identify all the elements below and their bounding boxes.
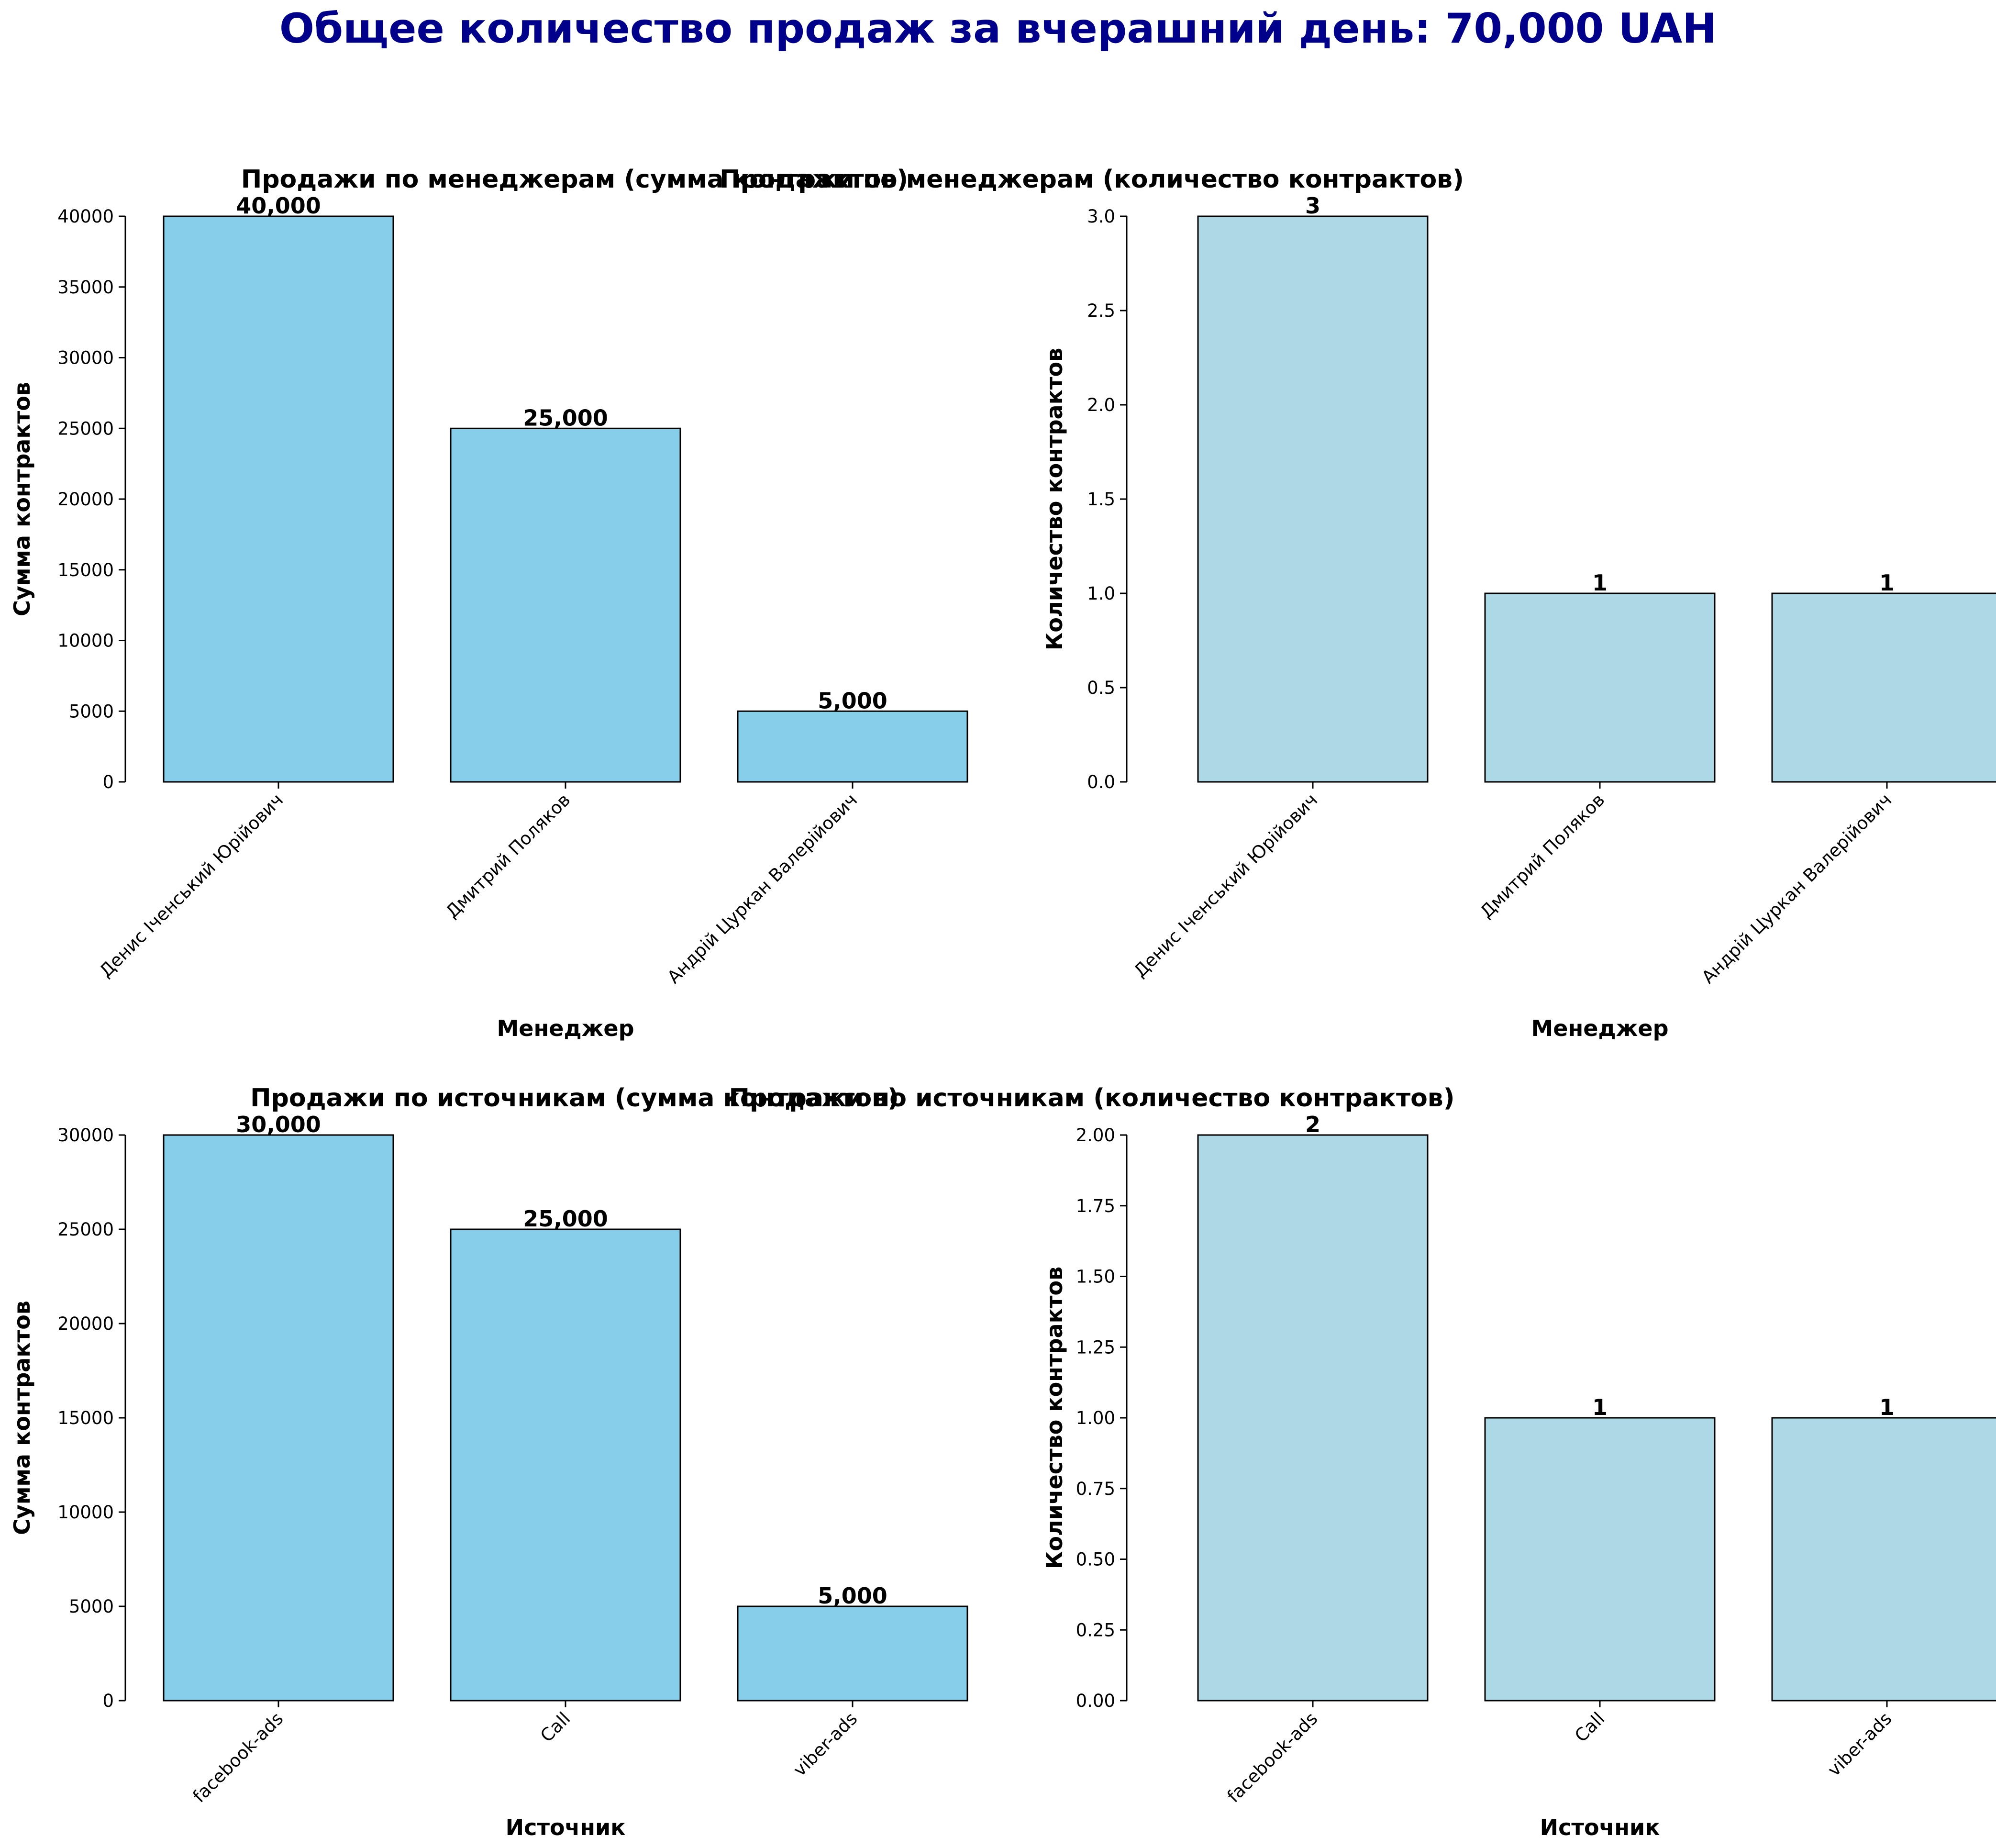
x-tick-label: facebook-ads — [1223, 1708, 1322, 1807]
bar — [737, 710, 968, 783]
x-tick-label: Андрій Цуркан Валерійович — [1697, 790, 1896, 988]
bar-value-label: 25,000 — [523, 1206, 608, 1232]
y-tick-label: 30000 — [57, 1125, 114, 1146]
x-axis-label: Источник — [1540, 1815, 1660, 1840]
bar — [450, 427, 681, 783]
x-tick-label: Дмитрий Поляков — [1476, 790, 1608, 922]
bar — [163, 1134, 394, 1702]
x-axis-label: Менеджер — [497, 1015, 634, 1041]
y-tick-label: 5000 — [69, 701, 114, 722]
x-axis-label: Менеджер — [1531, 1015, 1668, 1041]
y-tick-label: 0.5 — [1087, 678, 1115, 698]
y-tick-label: 25000 — [57, 418, 114, 439]
bar — [1197, 215, 1429, 783]
y-axis-label: Количество контрактов — [1042, 348, 1067, 650]
x-axis-label: Источник — [506, 1815, 626, 1840]
bar-value-label: 40,000 — [236, 193, 321, 219]
y-tick-label: 0 — [102, 1691, 114, 1711]
y-tick-label: 15000 — [57, 560, 114, 580]
x-tick-label: Денис Іченський Юрійович — [95, 790, 287, 981]
y-tick-label: 15000 — [57, 1408, 114, 1428]
bar-value-label: 5,000 — [818, 688, 887, 713]
bar — [163, 215, 394, 783]
x-tick-label: Call — [536, 1708, 574, 1746]
bar-value-label: 1 — [1879, 1394, 1895, 1420]
x-tick-label: Дмитрий Поляков — [442, 790, 574, 922]
chart-title: Продажи по источникам (сумма контрактов) — [250, 1084, 899, 1113]
y-tick-label: 2.00 — [1076, 1125, 1115, 1146]
y-tick-label: 1.50 — [1076, 1267, 1115, 1287]
y-axis-label: Сумма контрактов — [9, 1301, 35, 1535]
chart-title: Продажи по менеджерам (сумма контрактов) — [241, 165, 908, 194]
bar-value-label: 1 — [1879, 570, 1895, 596]
y-tick-label: 1.25 — [1076, 1337, 1115, 1358]
bar-value-label: 5,000 — [818, 1583, 887, 1609]
y-tick-label: 0.00 — [1076, 1691, 1115, 1711]
y-tick-label: 0.75 — [1076, 1479, 1115, 1499]
bar — [1484, 1417, 1716, 1702]
figure-title: Общее количество продаж за вчерашний ден… — [279, 5, 1717, 53]
y-tick-label: 2.0 — [1087, 395, 1115, 415]
y-axis-label: Сумма контрактов — [9, 382, 35, 616]
bar-value-label: 1 — [1592, 570, 1608, 596]
y-tick-label: 3.0 — [1087, 206, 1115, 227]
chart-title: Продажи по источникам (количество контра… — [729, 1084, 1455, 1113]
bar-value-label: 25,000 — [523, 405, 608, 431]
y-tick-label: 5000 — [69, 1596, 114, 1617]
chart-panel-4: Продажи по источникам (количество контра… — [729, 1084, 1996, 1840]
chart-title: Продажи по менеджерам (количество контра… — [720, 165, 1464, 194]
x-tick-label: facebook-ads — [189, 1708, 288, 1807]
x-tick-label: Денис Іченський Юрійович — [1130, 790, 1321, 981]
y-tick-label: 30000 — [57, 348, 114, 368]
y-tick-label: 0 — [102, 772, 114, 792]
bar-value-label: 30,000 — [236, 1112, 321, 1137]
y-tick-label: 35000 — [57, 277, 114, 298]
chart-panel-1: Продажи по менеджерам (сумма контрактов)… — [9, 165, 968, 1041]
bar — [1197, 1134, 1429, 1702]
y-tick-label: 1.0 — [1087, 583, 1115, 604]
bar — [1771, 592, 1996, 783]
x-tick-label: Call — [1571, 1708, 1608, 1746]
bar — [1771, 1417, 1996, 1702]
bar-value-label: 1 — [1592, 1394, 1608, 1420]
bar — [450, 1228, 681, 1702]
bar — [737, 1605, 968, 1702]
x-tick-label: viber-ads — [1824, 1708, 1896, 1781]
y-tick-label: 1.00 — [1076, 1408, 1115, 1428]
y-tick-label: 0.50 — [1076, 1549, 1115, 1570]
y-axis-label: Количество контрактов — [1042, 1267, 1067, 1569]
bar-value-label: 2 — [1305, 1112, 1320, 1137]
chart-panel-2: Продажи по менеджерам (количество контра… — [720, 165, 1996, 1041]
x-tick-label: viber-ads — [789, 1708, 862, 1781]
y-tick-label: 1.75 — [1076, 1196, 1115, 1216]
y-tick-label: 20000 — [57, 489, 114, 510]
y-tick-label: 2.5 — [1087, 301, 1115, 321]
bar-value-label: 3 — [1305, 193, 1320, 219]
y-tick-label: 1.5 — [1087, 489, 1115, 510]
y-tick-label: 25000 — [57, 1219, 114, 1240]
x-tick-label: Андрій Цуркан Валерійович — [663, 790, 861, 988]
y-tick-label: 10000 — [57, 1502, 114, 1523]
bar — [1484, 592, 1716, 783]
chart-panel-3: Продажи по источникам (сумма контрактов)… — [9, 1084, 968, 1840]
y-tick-label: 40000 — [57, 206, 114, 227]
y-tick-label: 0.25 — [1076, 1620, 1115, 1640]
y-tick-label: 0.0 — [1087, 772, 1115, 792]
y-tick-label: 10000 — [57, 631, 114, 651]
y-tick-label: 20000 — [57, 1314, 114, 1334]
